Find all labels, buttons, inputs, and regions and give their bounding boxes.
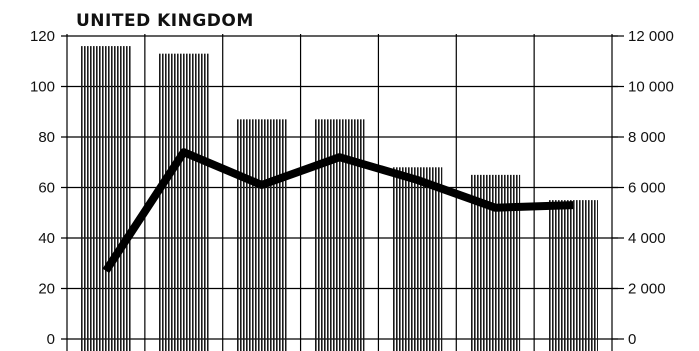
left-tick-label: 40 — [38, 230, 55, 247]
left-tick-label: 120 — [30, 28, 55, 45]
chart-title: UNITED KINGDOM — [76, 11, 254, 31]
bar-series — [81, 46, 598, 351]
left-tick-label: 80 — [38, 129, 55, 146]
line-series — [102, 148, 574, 274]
right-tick-label: 4 000 — [628, 230, 666, 247]
left-tick-label: 0 — [47, 331, 55, 348]
bar — [236, 119, 287, 351]
right-tick-label: 2 000 — [628, 281, 666, 298]
right-tick-label: 6 000 — [628, 180, 666, 197]
bar — [392, 167, 443, 351]
bar — [158, 53, 209, 351]
left-tick-label: 100 — [30, 79, 55, 96]
left-axis: 0 20 40 60 80 100 120 — [30, 28, 55, 348]
right-tick-label: 10 000 — [628, 79, 674, 96]
right-tick-label: 0 — [628, 331, 636, 348]
right-tick-label: 8 000 — [628, 129, 666, 146]
bar — [81, 46, 131, 351]
right-axis: 0 2 000 4 000 6 000 8 000 10 000 12 000 — [612, 28, 674, 348]
left-tick-label: 20 — [38, 281, 55, 298]
bar — [548, 200, 598, 351]
left-tick-label: 60 — [38, 180, 55, 197]
right-tick-label: 12 000 — [628, 28, 674, 45]
